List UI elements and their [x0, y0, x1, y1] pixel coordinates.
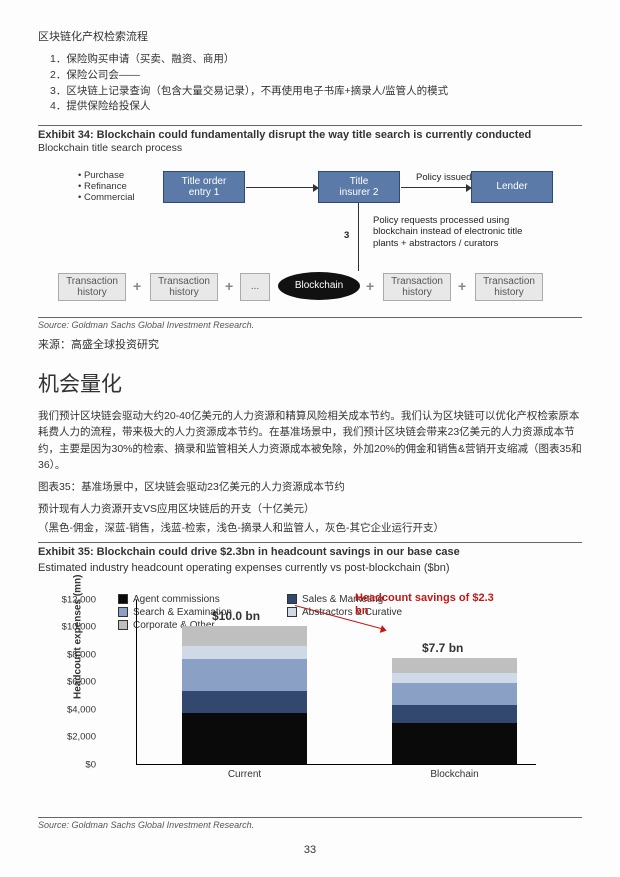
exhibit35-title: Exhibit 35: Blockchain could drive $2.3b… — [38, 546, 582, 558]
section-heading: 机会量化 — [38, 368, 582, 398]
exhibit35-source: Source: Goldman Sachs Global Investment … — [38, 817, 582, 830]
policy-desc: Policy requests processed usingblockchai… — [373, 215, 558, 249]
exhibit35-header: Exhibit 35: Blockchain could drive $2.3b… — [38, 542, 582, 574]
exhibit34-subtitle: Blockchain title search process — [38, 142, 582, 154]
fig35-cn-sub: 预计现有人力资源开支VS应用区块链后的开支（十亿美元） — [38, 501, 582, 517]
plus-2: + — [225, 278, 233, 294]
node-lender: Lender — [471, 171, 553, 203]
section-title-cn: 区块链化产权检索流程 — [38, 28, 582, 44]
label-policy-issued: Policy issued — [416, 172, 471, 183]
arrow-v — [358, 203, 359, 271]
fig35-cn-title: 图表35：基准场景中，区块链会驱动23亿美元的人力资源成本节约 — [38, 479, 582, 495]
numbered-list: 1．保险购买申请（买卖、融资、商用）2．保险公司会——3．区块链上记录查询（包含… — [38, 52, 582, 115]
plot-area: Headcount savings of $2.3bn Current$10.0… — [136, 600, 536, 765]
source-cn: 来源：高盛全球投资研究 — [38, 336, 582, 352]
label-3: 3 — [344, 230, 349, 241]
node-blockchain: Blockchain — [278, 272, 360, 300]
plus-4: + — [458, 278, 466, 294]
node-tx-2: Transactionhistory — [150, 273, 218, 301]
node-title-insurer: Titleinsurer 2 — [318, 171, 400, 203]
arrow-2 — [401, 187, 467, 188]
node-tx-1: Transactionhistory — [58, 273, 126, 301]
plus-3: + — [366, 278, 374, 294]
flow-bullets: PurchaseRefinanceCommercial — [78, 170, 135, 203]
bar-chart: Headcount expenses (mn) $0$2,000$4,000$6… — [38, 594, 582, 809]
flowchart: PurchaseRefinanceCommercial Title ordere… — [38, 160, 582, 315]
savings-label: Headcount savings of $2.3bn — [355, 592, 494, 617]
arrow-1 — [246, 187, 314, 188]
page-number: 33 — [38, 844, 582, 856]
fig35-cn-legend: （黑色-佣金，深蓝-销售，浅蓝-检索，浅色-摘录人和监管人，灰色-其它企业运行开… — [38, 520, 582, 536]
node-title-order: Title orderentry 1 — [163, 171, 245, 203]
exhibit34-header: Exhibit 34: Blockchain could fundamental… — [38, 125, 582, 154]
exhibit34-source: Source: Goldman Sachs Global Investment … — [38, 317, 582, 330]
node-tx-dots: ... — [240, 273, 270, 301]
node-tx-3: Transactionhistory — [383, 273, 451, 301]
exhibit35-subtitle: Estimated industry headcount operating e… — [38, 562, 582, 574]
exhibit34-title: Exhibit 34: Blockchain could fundamental… — [38, 129, 582, 141]
paragraph-1: 我们预计区块链会驱动大约20-40亿美元的人力资源和精算风险相关成本节约。我们认… — [38, 408, 582, 473]
node-tx-4: Transactionhistory — [475, 273, 543, 301]
plus-1: + — [133, 278, 141, 294]
